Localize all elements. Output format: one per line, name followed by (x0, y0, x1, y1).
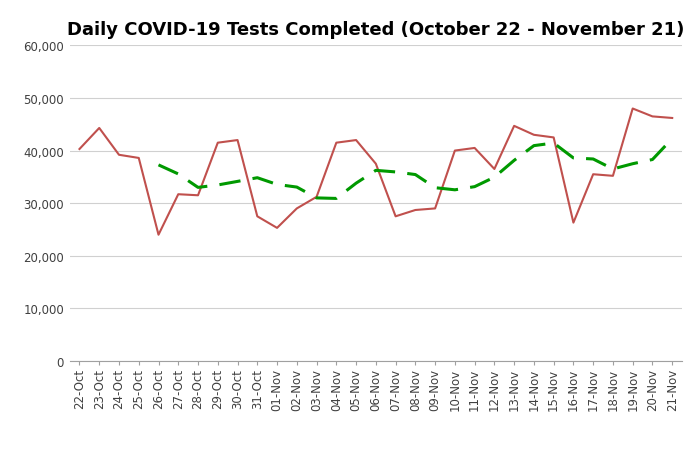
Title: Daily COVID-19 Tests Completed (October 22 - November 21): Daily COVID-19 Tests Completed (October … (67, 21, 685, 39)
